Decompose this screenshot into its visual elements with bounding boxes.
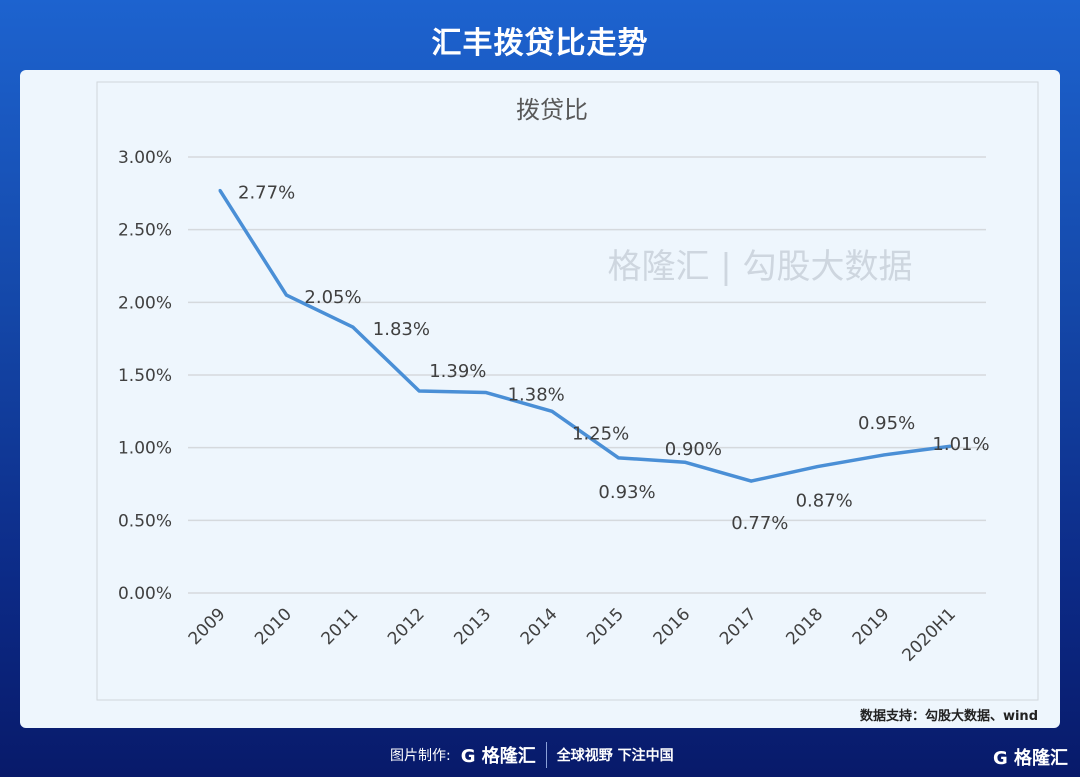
x-tick-label: 2019: [849, 604, 894, 649]
x-tick-label: 2009: [185, 604, 230, 649]
data-label: 1.39%: [429, 361, 486, 382]
x-tick-label: 2016: [650, 604, 695, 649]
series-line: [218, 189, 951, 483]
data-point: [948, 444, 952, 448]
data-point: [882, 453, 886, 457]
made-by-label: 图片制作:: [390, 748, 451, 764]
y-tick-label: 1.00%: [118, 439, 172, 459]
page-title: 汇丰拨贷比走势: [431, 26, 649, 61]
data-point: [616, 456, 620, 460]
divider: [545, 742, 547, 768]
y-tick-label: 3.00%: [118, 148, 172, 168]
x-tick-label: 2017: [716, 604, 761, 649]
data-label: 0.93%: [598, 482, 655, 503]
data-point: [218, 188, 222, 192]
slogan: 全球视野 下注中国: [556, 748, 674, 764]
data-point: [417, 389, 421, 393]
y-tick-label: 0.50%: [118, 511, 172, 531]
data-label: 1.25%: [572, 423, 629, 444]
x-tick-label: 2020H1: [899, 604, 960, 665]
x-tick-label: 2012: [384, 604, 429, 649]
x-tick-label: 2010: [251, 604, 296, 649]
gelonghui-logo: G 格隆汇: [460, 746, 536, 767]
watermark: 格隆汇 | 勾股大数据: [607, 247, 912, 287]
x-tick-label: 2015: [583, 604, 628, 649]
chart-card: 数据支持：勾股大数据、wind: [20, 70, 1060, 728]
data-point: [351, 325, 355, 329]
data-label: 1.38%: [508, 384, 565, 405]
data-point: [816, 465, 820, 469]
data-label: 1.01%: [932, 434, 989, 455]
plot-frame: [96, 81, 1039, 701]
data-point: [683, 460, 687, 464]
y-tick-label: 0.00%: [118, 584, 172, 604]
data-label: 2.77%: [238, 182, 295, 203]
gelonghui-logo-right: G 格隆汇: [992, 748, 1068, 769]
y-tick-label: 1.50%: [118, 366, 172, 386]
data-point: [749, 479, 753, 483]
data-label: 0.90%: [665, 439, 722, 460]
x-tick-label: 2011: [318, 604, 363, 649]
data-label: 2.05%: [304, 287, 361, 308]
data-label: 1.83%: [373, 319, 430, 340]
data-point: [484, 390, 488, 394]
x-tick-label: 2014: [517, 604, 562, 649]
data-source: 数据支持：勾股大数据、wind: [859, 709, 1038, 724]
y-tick-label: 2.00%: [118, 293, 172, 313]
data-label: 0.77%: [731, 513, 788, 534]
data-point: [284, 293, 288, 297]
data-label: 0.95%: [858, 413, 915, 434]
footer: 图片制作: G 格隆汇 全球视野 下注中国: [390, 742, 674, 768]
x-tick-label: 2018: [782, 604, 827, 649]
x-tick-label: 2013: [450, 604, 495, 649]
data-label: 0.87%: [796, 491, 853, 512]
y-tick-label: 2.50%: [118, 221, 172, 241]
chart-title: 拨贷比: [516, 96, 588, 124]
data-point: [550, 409, 554, 413]
